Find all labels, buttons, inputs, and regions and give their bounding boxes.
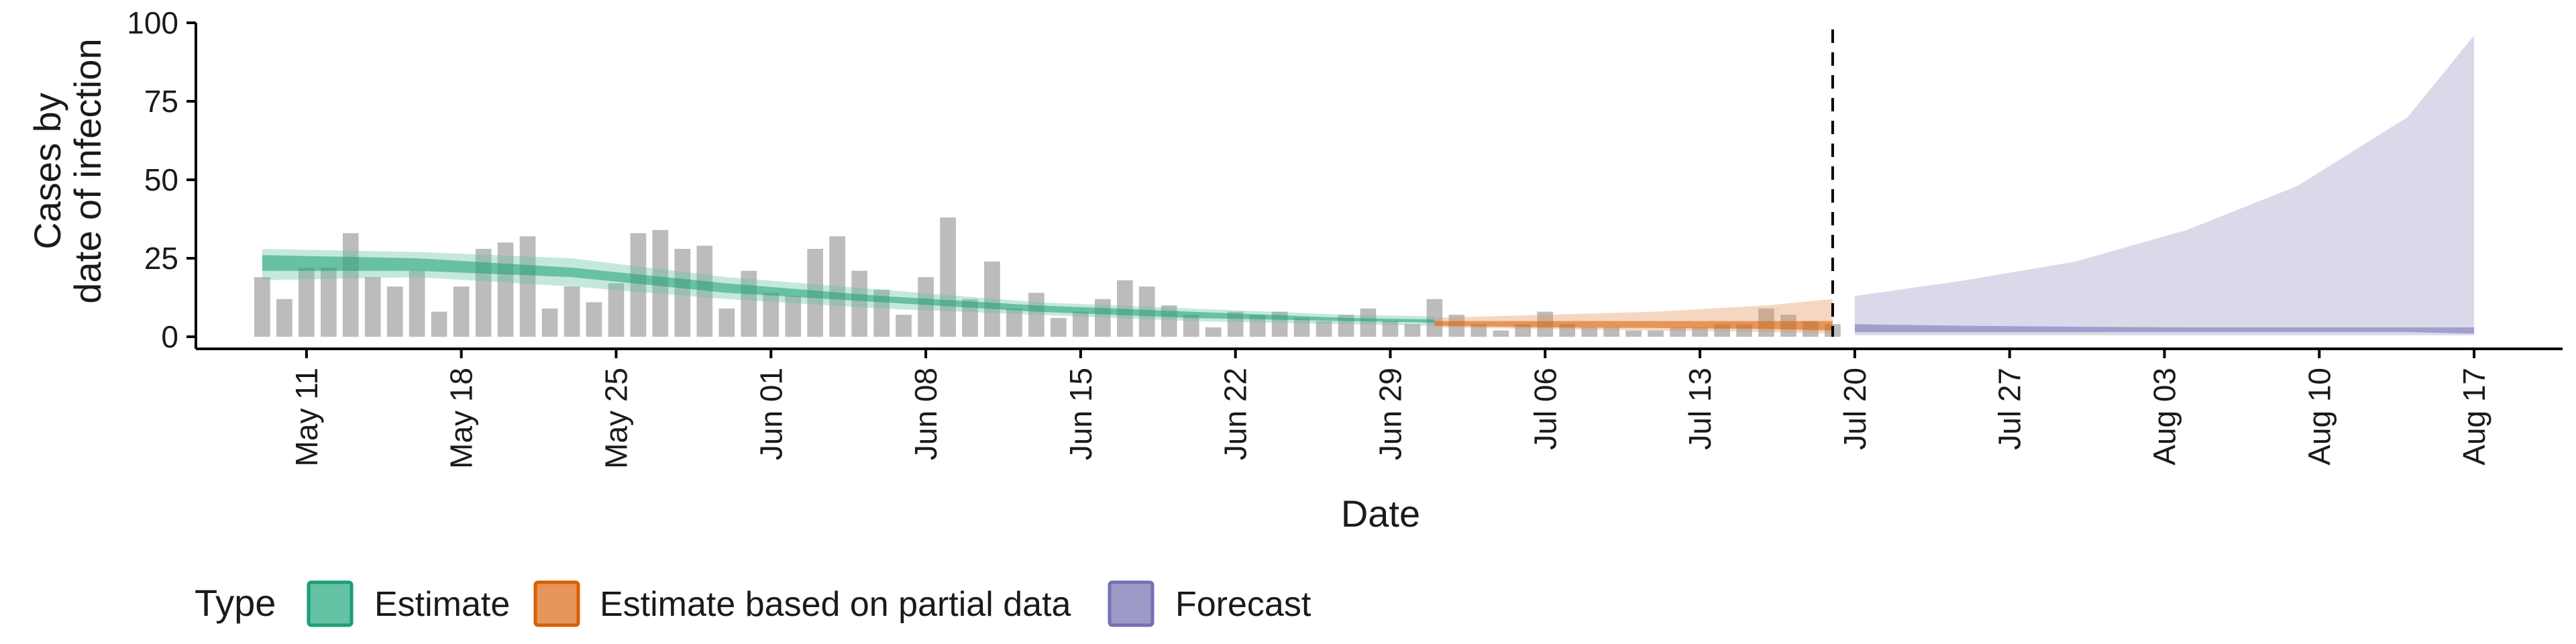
case-bar <box>541 308 558 337</box>
case-bar <box>1360 308 1377 337</box>
case-bar <box>1670 327 1686 337</box>
case-bar <box>851 270 867 337</box>
legend-label-forecast: Forecast <box>1175 585 1311 624</box>
case-bar <box>1183 315 1199 337</box>
x-tick-label: Jun 29 <box>1373 368 1408 460</box>
estimate-inner-band <box>262 255 1435 323</box>
case-bar <box>321 268 337 337</box>
case-bar <box>299 268 315 337</box>
case-bar <box>1028 292 1044 337</box>
case-bar <box>918 277 934 337</box>
forecast-inner-band <box>1854 324 2475 334</box>
case-bar <box>431 311 447 337</box>
x-tick-label: Jun 15 <box>1063 368 1098 460</box>
case-bar <box>1648 330 1664 337</box>
case-bar <box>1293 317 1310 337</box>
case-bar <box>1692 327 1708 337</box>
case-bar <box>276 299 292 337</box>
x-axis-title: Date <box>1341 492 1420 535</box>
case-bar <box>453 286 470 337</box>
case-bar <box>1073 311 1089 337</box>
x-tick-label: Aug 10 <box>2302 368 2337 466</box>
case-bar <box>386 286 403 337</box>
forecast-outer-band <box>1854 35 2475 335</box>
legend-key-forecast <box>1108 580 1155 627</box>
case-bar <box>1581 327 1598 337</box>
y-tick-label: 50 <box>144 162 178 197</box>
case-bar <box>829 236 845 337</box>
case-bar <box>519 236 536 337</box>
case-bar <box>254 277 270 337</box>
case-bar <box>342 233 359 337</box>
case-bar <box>1470 324 1487 337</box>
case-bar <box>763 292 780 337</box>
legend: Type Estimate Estimate based on partial … <box>195 580 1311 627</box>
x-tick-label: Jun 22 <box>1218 368 1253 460</box>
x-tick-label: Jun 08 <box>908 368 943 460</box>
legend-item-forecast: Forecast <box>1108 580 1311 627</box>
case-bar <box>674 249 691 337</box>
case-bar <box>1006 308 1022 337</box>
case-bar <box>1205 327 1222 337</box>
x-tick-label: Jul 13 <box>1682 368 1717 450</box>
y-tick-label: 0 <box>161 319 178 354</box>
case-bar <box>608 283 625 337</box>
case-bar <box>1603 327 1619 337</box>
case-bar <box>1249 315 1266 337</box>
y-ticks: 0 25 50 75 100 <box>127 5 196 354</box>
case-bar <box>785 296 802 337</box>
case-bar <box>696 246 713 337</box>
y-axis-title-line-1: Cases by <box>26 93 68 249</box>
case-bar <box>896 315 912 337</box>
x-tick-label: Jul 27 <box>1992 368 2027 450</box>
case-bar <box>409 270 425 337</box>
bars-layer <box>254 217 1841 337</box>
y-tick-label: 25 <box>144 241 178 276</box>
case-bar <box>1625 330 1642 337</box>
case-bar <box>364 277 381 337</box>
case-bar <box>962 299 978 337</box>
case-bar <box>564 286 580 337</box>
x-tick-label: May 18 <box>444 368 479 469</box>
axes <box>195 23 2563 350</box>
case-bar <box>1051 317 1067 337</box>
x-tick-label: May 11 <box>289 368 324 466</box>
case-bar <box>1382 321 1399 337</box>
case-bar <box>630 233 647 337</box>
legend-label-partial: Estimate based on partial data <box>600 585 1071 624</box>
x-ticks: May 11 May 18 May 25 Jun 01 Jun 08 Jun 15 Jun … <box>289 349 2491 469</box>
legend-item-estimate: Estimate <box>307 580 510 627</box>
case-bar <box>1515 324 1532 337</box>
x-tick-label: Aug 03 <box>2147 368 2182 466</box>
y-axis-title-line-2: date of infection <box>66 38 109 303</box>
y-tick-label: 75 <box>144 84 178 119</box>
x-tick-label: May 25 <box>599 368 634 469</box>
x-tick-label: Jul 06 <box>1527 368 1562 450</box>
case-bar <box>1426 299 1443 337</box>
case-bar <box>586 302 602 337</box>
legend-item-partial: Estimate based on partial data <box>533 580 1071 627</box>
case-bar <box>1404 324 1421 337</box>
case-bar <box>1493 330 1509 337</box>
y-tick-label: 100 <box>127 5 178 40</box>
x-tick-label: Aug 17 <box>2457 368 2491 466</box>
legend-title: Type <box>195 582 276 624</box>
case-bar <box>940 217 956 337</box>
estimate-based-on-partial-data-inner-band <box>1434 321 1833 331</box>
x-tick-label: Jul 20 <box>1837 368 1872 450</box>
case-bar <box>1117 280 1133 337</box>
case-bar <box>718 308 735 337</box>
case-bar <box>1316 321 1332 337</box>
case-bar <box>984 261 1000 337</box>
legend-key-estimate <box>307 580 354 627</box>
x-tick-label: Jun 01 <box>753 368 788 460</box>
legend-label-estimate: Estimate <box>374 585 510 624</box>
ribbons-layer <box>262 35 2475 335</box>
legend-key-partial <box>533 580 580 627</box>
